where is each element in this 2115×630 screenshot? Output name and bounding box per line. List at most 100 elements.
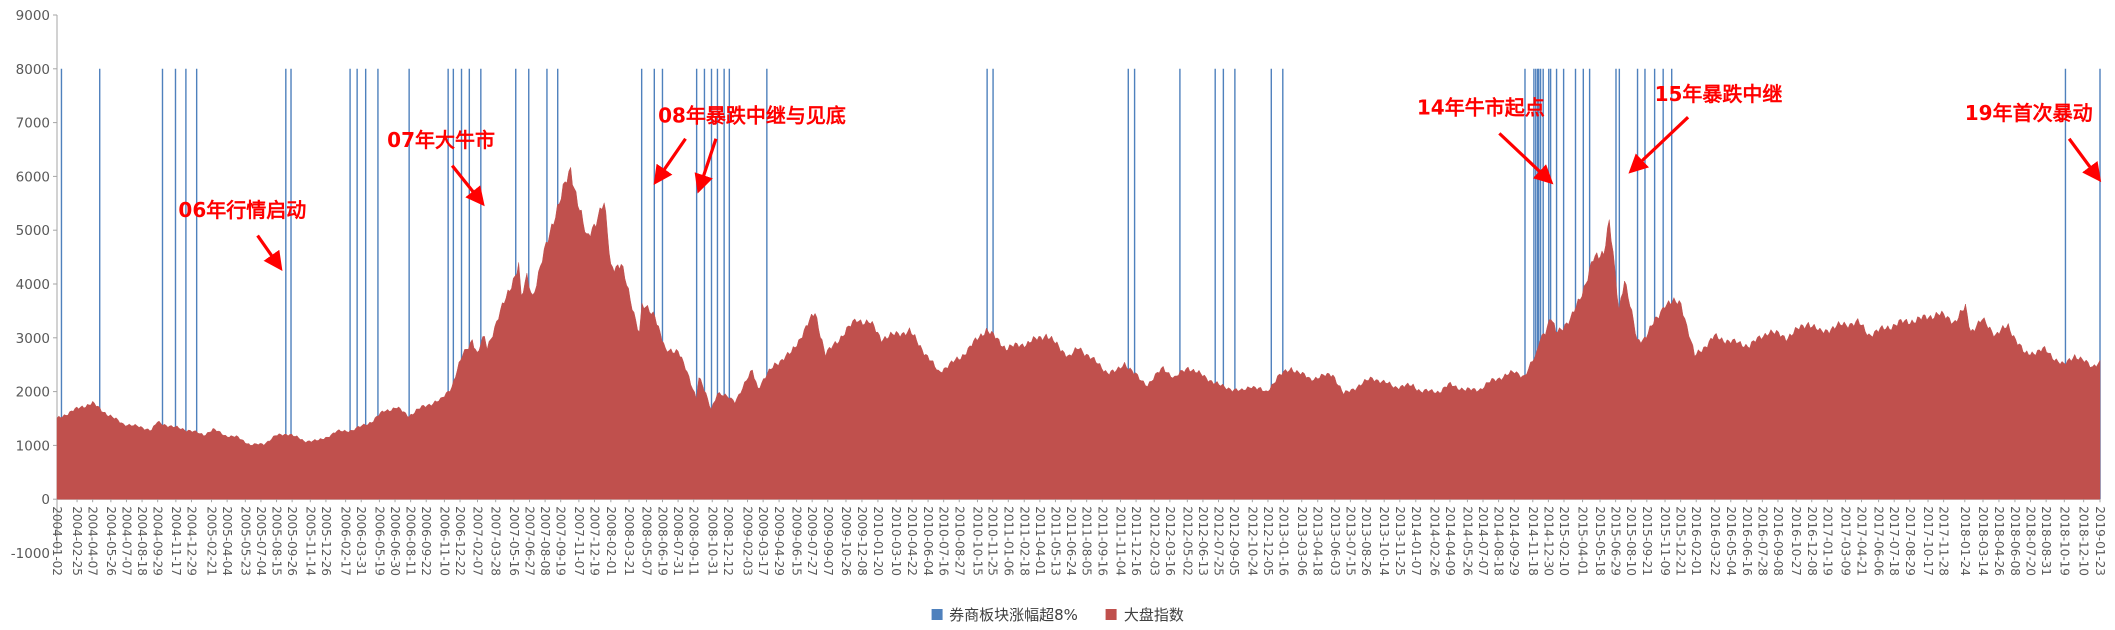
x-axis-label: 2004-12-29 — [184, 506, 198, 576]
x-axis-label: 2016-02-01 — [1689, 506, 1703, 576]
x-axis-label: 2005-07-04 — [254, 506, 268, 576]
annotation-label: 14年牛市起点 — [1417, 96, 1545, 120]
x-axis-label: 2017-01-19 — [1820, 506, 1834, 576]
annotation-arrow — [1628, 116, 1690, 174]
x-axis-label: 2004-05-26 — [104, 506, 118, 576]
x-axis-label: 2009-04-29 — [772, 506, 786, 576]
x-axis-label: 2017-03-09 — [1839, 506, 1853, 576]
x-axis-label: 2006-11-10 — [437, 506, 451, 576]
x-axis-label: 2014-09-29 — [1507, 506, 1521, 576]
x-axis-label: 2015-09-21 — [1640, 506, 1654, 576]
x-axis-label: 2013-03-06 — [1295, 506, 1309, 576]
x-axis-label: 2015-12-21 — [1674, 506, 1688, 576]
x-axis-label: 2004-01-02 — [50, 506, 64, 576]
y-axis-label: 0 — [41, 492, 50, 508]
x-axis-label: 2013-10-14 — [1377, 506, 1391, 576]
x-axis-label: 2008-09-11 — [687, 506, 701, 576]
x-axis-label: 2017-06-06 — [1872, 506, 1886, 576]
x-axis-label: 2011-06-24 — [1064, 506, 1078, 576]
x-axis-label: 2007-05-16 — [507, 506, 521, 576]
x-axis-label: 2017-07-18 — [1887, 506, 1901, 576]
x-axis-label: 2014-04-09 — [1443, 506, 1457, 576]
x-axis-label: 2018-07-20 — [2024, 506, 2038, 576]
x-axis-label: 2017-04-21 — [1855, 506, 1869, 576]
x-axis-label: 2005-11-14 — [303, 506, 317, 576]
x-axis-label: 2015-08-10 — [1624, 506, 1638, 576]
x-axis-label: 2009-02-03 — [741, 506, 755, 576]
x-axis-label: 2013-11-25 — [1393, 506, 1407, 576]
x-axis-label: 2011-05-13 — [1048, 506, 1062, 576]
x-axis-label: 2008-12-12 — [721, 506, 735, 576]
x-axis-label: 2011-12-16 — [1129, 506, 1143, 576]
x-axis-label: 2010-03-10 — [889, 506, 903, 576]
x-axis-label: 2013-08-26 — [1359, 506, 1373, 576]
x-axis-label: 2006-02-17 — [339, 506, 353, 576]
x-axis-label: 2017-11-28 — [1937, 506, 1951, 576]
y-axis-label: 6000 — [16, 169, 50, 185]
x-axis-label: 2017-08-29 — [1903, 506, 1917, 576]
y-axis-label: 3000 — [16, 331, 50, 347]
x-axis-label: 2018-03-14 — [1976, 506, 1990, 576]
x-axis-label: 2014-12-30 — [1541, 506, 1555, 576]
x-axis-label: 2016-06-16 — [1740, 506, 1754, 576]
x-axis-label: 2018-04-26 — [1992, 506, 2006, 576]
x-axis-label: 2010-07-16 — [937, 506, 951, 576]
y-axis-label: 1000 — [16, 438, 50, 454]
x-axis-label: 2008-05-07 — [639, 506, 653, 576]
y-axis-label: 9000 — [16, 8, 50, 24]
x-axis-label: 2014-05-26 — [1460, 506, 1474, 576]
x-axis-label: 2018-08-31 — [2039, 506, 2053, 576]
x-axis-label: 2013-06-03 — [1328, 506, 1342, 576]
x-axis-label: 2008-03-21 — [622, 506, 636, 576]
x-axis-label: 2013-07-15 — [1343, 506, 1357, 576]
x-axis-label: 2011-04-01 — [1033, 506, 1047, 576]
x-axis-label: 2004-09-29 — [151, 506, 165, 576]
chart-legend: 券商板块涨幅超8% 大盘指数 — [931, 604, 1184, 625]
x-axis-label: 2015-06-29 — [1609, 506, 1623, 576]
x-axis-label: 2012-12-05 — [1261, 506, 1275, 576]
x-axis-label: 2011-01-06 — [1001, 506, 1015, 576]
x-axis-label: 2018-10-19 — [2057, 506, 2071, 576]
x-axis-label: 2004-08-18 — [135, 506, 149, 576]
annotation-label: 08年暴跌中继与见底 — [658, 104, 846, 128]
x-axis-label: 2014-11-18 — [1526, 506, 1540, 576]
annotation-arrow — [450, 164, 485, 207]
y-axis-label: 8000 — [16, 62, 50, 78]
x-axis-label: 2010-01-20 — [871, 506, 885, 576]
x-axis-label: 2004-11-17 — [169, 506, 183, 576]
x-axis-label: 2012-03-16 — [1163, 506, 1177, 576]
x-axis-label: 2007-09-19 — [554, 506, 568, 576]
x-axis-label: 2006-03-31 — [354, 506, 368, 576]
x-axis-label: 2006-09-22 — [419, 506, 433, 576]
x-axis-label: 2011-08-05 — [1080, 506, 1094, 576]
x-axis-label: 2004-07-07 — [119, 506, 133, 576]
x-axis-label: 2018-12-10 — [2077, 506, 2091, 576]
x-axis-label: 2005-12-26 — [319, 506, 333, 576]
y-axis-label: 2000 — [16, 385, 50, 401]
x-axis-label: 2005-05-23 — [238, 506, 252, 576]
x-axis-label: 2010-10-15 — [970, 506, 984, 576]
x-axis-label: 2008-07-31 — [671, 506, 685, 576]
x-axis-label: 2014-07-07 — [1476, 506, 1490, 576]
x-axis-label: 2016-12-08 — [1805, 506, 1819, 576]
x-axis-label: 2009-12-08 — [855, 506, 869, 576]
x-axis-label: 2010-11-25 — [986, 506, 1000, 576]
x-axis-label: 2006-05-19 — [372, 506, 386, 576]
y-axis-label: 5000 — [16, 223, 50, 239]
x-axis-label: 2010-08-27 — [952, 506, 966, 576]
legend-label-brokerage: 券商板块涨幅超8% — [949, 606, 1078, 624]
x-axis-label: 2015-11-09 — [1658, 506, 1672, 576]
x-axis-label: 2010-06-04 — [921, 506, 935, 576]
x-axis-label: 2016-10-27 — [1789, 506, 1803, 576]
x-axis-label: 2017-10-17 — [1921, 506, 1935, 576]
annotation-arrow — [2067, 137, 2102, 183]
x-axis-label: 2012-05-02 — [1180, 506, 1194, 576]
x-axis-label: 2010-04-22 — [905, 506, 919, 576]
legend-swatch-index — [1105, 609, 1117, 620]
y-axis-label: 7000 — [16, 116, 50, 132]
annotation-arrow — [694, 138, 718, 194]
x-axis-label: 2005-09-26 — [285, 506, 299, 576]
x-axis-label: 2012-06-13 — [1196, 506, 1210, 576]
x-axis-label: 2011-02-18 — [1017, 506, 1031, 576]
x-axis-label: 2011-11-04 — [1113, 506, 1127, 576]
